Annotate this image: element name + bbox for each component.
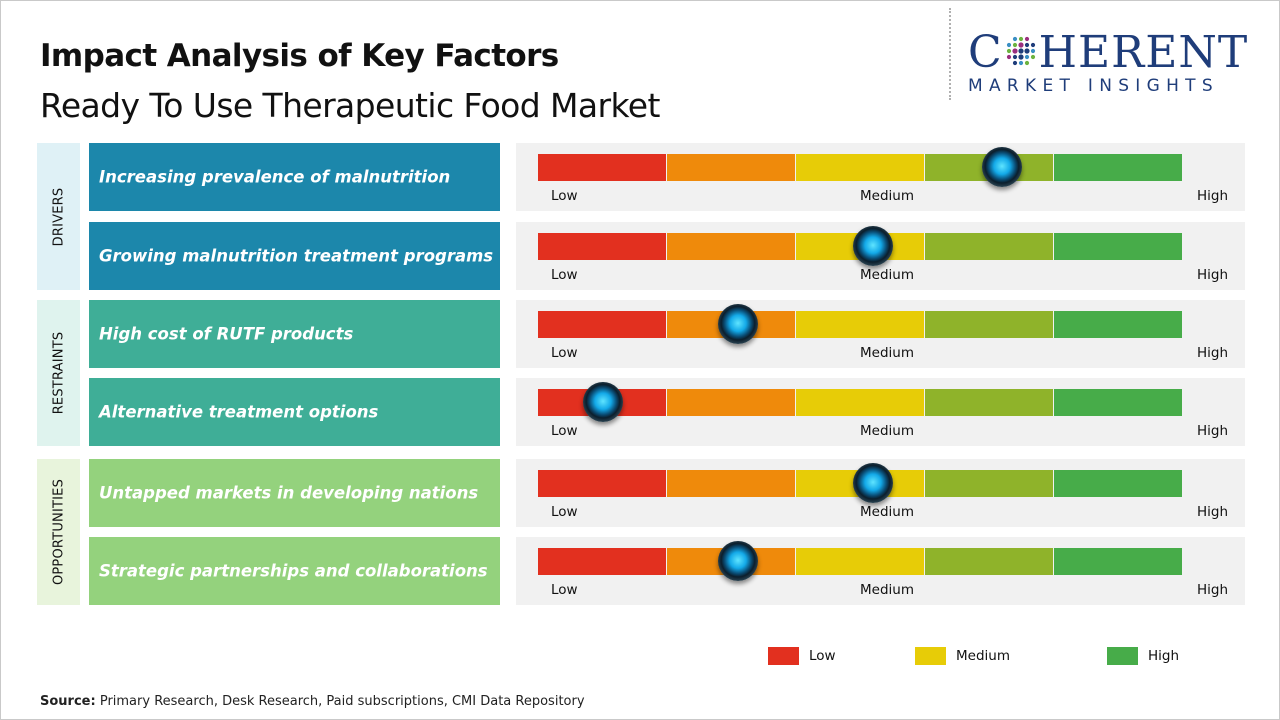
scale-label-high: High bbox=[1197, 188, 1229, 204]
divider bbox=[949, 8, 951, 100]
category-label: OPPORTUNITIES bbox=[51, 478, 66, 586]
gauge-segment bbox=[1054, 154, 1182, 181]
scale-label-high: High bbox=[1197, 345, 1229, 361]
impact-gauge: Low Medium High bbox=[516, 222, 1245, 290]
gauge-segment bbox=[538, 548, 666, 575]
gauge-segment bbox=[667, 389, 795, 416]
source-note: Source: Primary Research, Desk Research,… bbox=[40, 694, 585, 709]
category-drivers: DRIVERS bbox=[37, 143, 80, 290]
factor-label: Increasing prevalence of malnutrition bbox=[99, 167, 451, 187]
gauge-segment bbox=[1054, 233, 1182, 260]
coherent-logo: C HERENT MARKET INSIGHTS bbox=[968, 30, 1263, 102]
category-label: RESTRAINTS bbox=[51, 331, 66, 415]
chart-subtitle: Ready To Use Therapeutic Food Market bbox=[40, 86, 660, 125]
scale-label-medium: Medium bbox=[860, 267, 914, 283]
gauge-segment bbox=[538, 470, 666, 497]
chart-title: Impact Analysis of Key Factors bbox=[40, 38, 559, 74]
source-text: Primary Research, Desk Research, Paid su… bbox=[99, 694, 585, 709]
scale-label-low: Low bbox=[551, 188, 578, 204]
gauge-segment bbox=[667, 233, 795, 260]
factor-box: Untapped markets in developing nations bbox=[89, 459, 500, 527]
scale-label-low: Low bbox=[551, 423, 578, 439]
factor-box: High cost of RUTF products bbox=[89, 300, 500, 368]
scale-label-medium: Medium bbox=[860, 345, 914, 361]
gauge-segment bbox=[1054, 470, 1182, 497]
gauge-segment bbox=[925, 233, 1053, 260]
factor-label: Untapped markets in developing nations bbox=[99, 483, 479, 503]
gauge-segment bbox=[925, 470, 1053, 497]
legend-label: Low bbox=[809, 648, 836, 664]
factor-box: Strategic partnerships and collaboration… bbox=[89, 537, 500, 605]
factor-label: High cost of RUTF products bbox=[99, 324, 354, 344]
scale-label-medium: Medium bbox=[860, 188, 914, 204]
gauge-segment bbox=[1054, 548, 1182, 575]
impact-gauge: Low Medium High bbox=[516, 459, 1245, 527]
gauge-segment bbox=[538, 233, 666, 260]
factor-box: Alternative treatment options bbox=[89, 378, 500, 446]
legend-swatch bbox=[915, 647, 946, 665]
legend-swatch bbox=[768, 647, 799, 665]
factor-label: Strategic partnerships and collaboration… bbox=[99, 561, 488, 581]
scale-label-low: Low bbox=[551, 267, 578, 283]
factor-label: Alternative treatment options bbox=[99, 402, 379, 422]
impact-gauge: Low Medium High bbox=[516, 378, 1245, 446]
scale-label-high: High bbox=[1197, 423, 1229, 439]
impact-gauge: Low Medium High bbox=[516, 143, 1245, 211]
gauge-segment bbox=[796, 154, 924, 181]
legend-swatch bbox=[1107, 647, 1138, 665]
logo-c: C bbox=[968, 27, 1003, 78]
logo-tagline: MARKET INSIGHTS bbox=[968, 76, 1219, 96]
gauge-segment bbox=[925, 389, 1053, 416]
factor-label: Growing malnutrition treatment programs bbox=[99, 246, 494, 266]
gauge-segment bbox=[925, 311, 1053, 338]
impact-gauge: Low Medium High bbox=[516, 537, 1245, 605]
impact-marker bbox=[582, 382, 623, 422]
gauge-segment bbox=[1054, 389, 1182, 416]
scale-label-high: High bbox=[1197, 504, 1229, 520]
scale-label-low: Low bbox=[551, 345, 578, 361]
gauge-segment bbox=[1054, 311, 1182, 338]
impact-marker bbox=[982, 147, 1023, 187]
gauge-segment bbox=[538, 154, 666, 181]
impact-marker bbox=[853, 463, 894, 503]
scale-label-medium: Medium bbox=[860, 582, 914, 598]
scale-label-low: Low bbox=[551, 504, 578, 520]
gauge-segment bbox=[667, 154, 795, 181]
source-prefix: Source: bbox=[40, 694, 96, 709]
scale-label-medium: Medium bbox=[860, 504, 914, 520]
gauge-segment bbox=[667, 470, 795, 497]
legend-label: Medium bbox=[956, 648, 1010, 664]
scale-label-high: High bbox=[1197, 267, 1229, 283]
legend-label: High bbox=[1148, 648, 1180, 664]
impact-gauge: Low Medium High bbox=[516, 300, 1245, 368]
gauge-segment bbox=[796, 389, 924, 416]
gauge-segment bbox=[925, 548, 1053, 575]
logo-rest: HERENT bbox=[1038, 27, 1249, 78]
logo-wordmark: C HERENT bbox=[968, 30, 1263, 76]
gauge-segment bbox=[796, 311, 924, 338]
logo-dots-icon bbox=[1006, 36, 1035, 66]
category-label: DRIVERS bbox=[51, 187, 66, 246]
scale-label-high: High bbox=[1197, 582, 1229, 598]
factor-box: Growing malnutrition treatment programs bbox=[89, 222, 500, 290]
gauge-segment bbox=[796, 548, 924, 575]
scale-label-medium: Medium bbox=[860, 423, 914, 439]
impact-marker bbox=[853, 226, 894, 266]
impact-marker bbox=[717, 541, 758, 581]
scale-label-low: Low bbox=[551, 582, 578, 598]
category-restraints: RESTRAINTS bbox=[37, 300, 80, 446]
impact-marker bbox=[717, 304, 758, 344]
gauge-segment bbox=[538, 311, 666, 338]
factor-box: Increasing prevalence of malnutrition bbox=[89, 143, 500, 211]
category-opportunities: OPPORTUNITIES bbox=[37, 459, 80, 605]
